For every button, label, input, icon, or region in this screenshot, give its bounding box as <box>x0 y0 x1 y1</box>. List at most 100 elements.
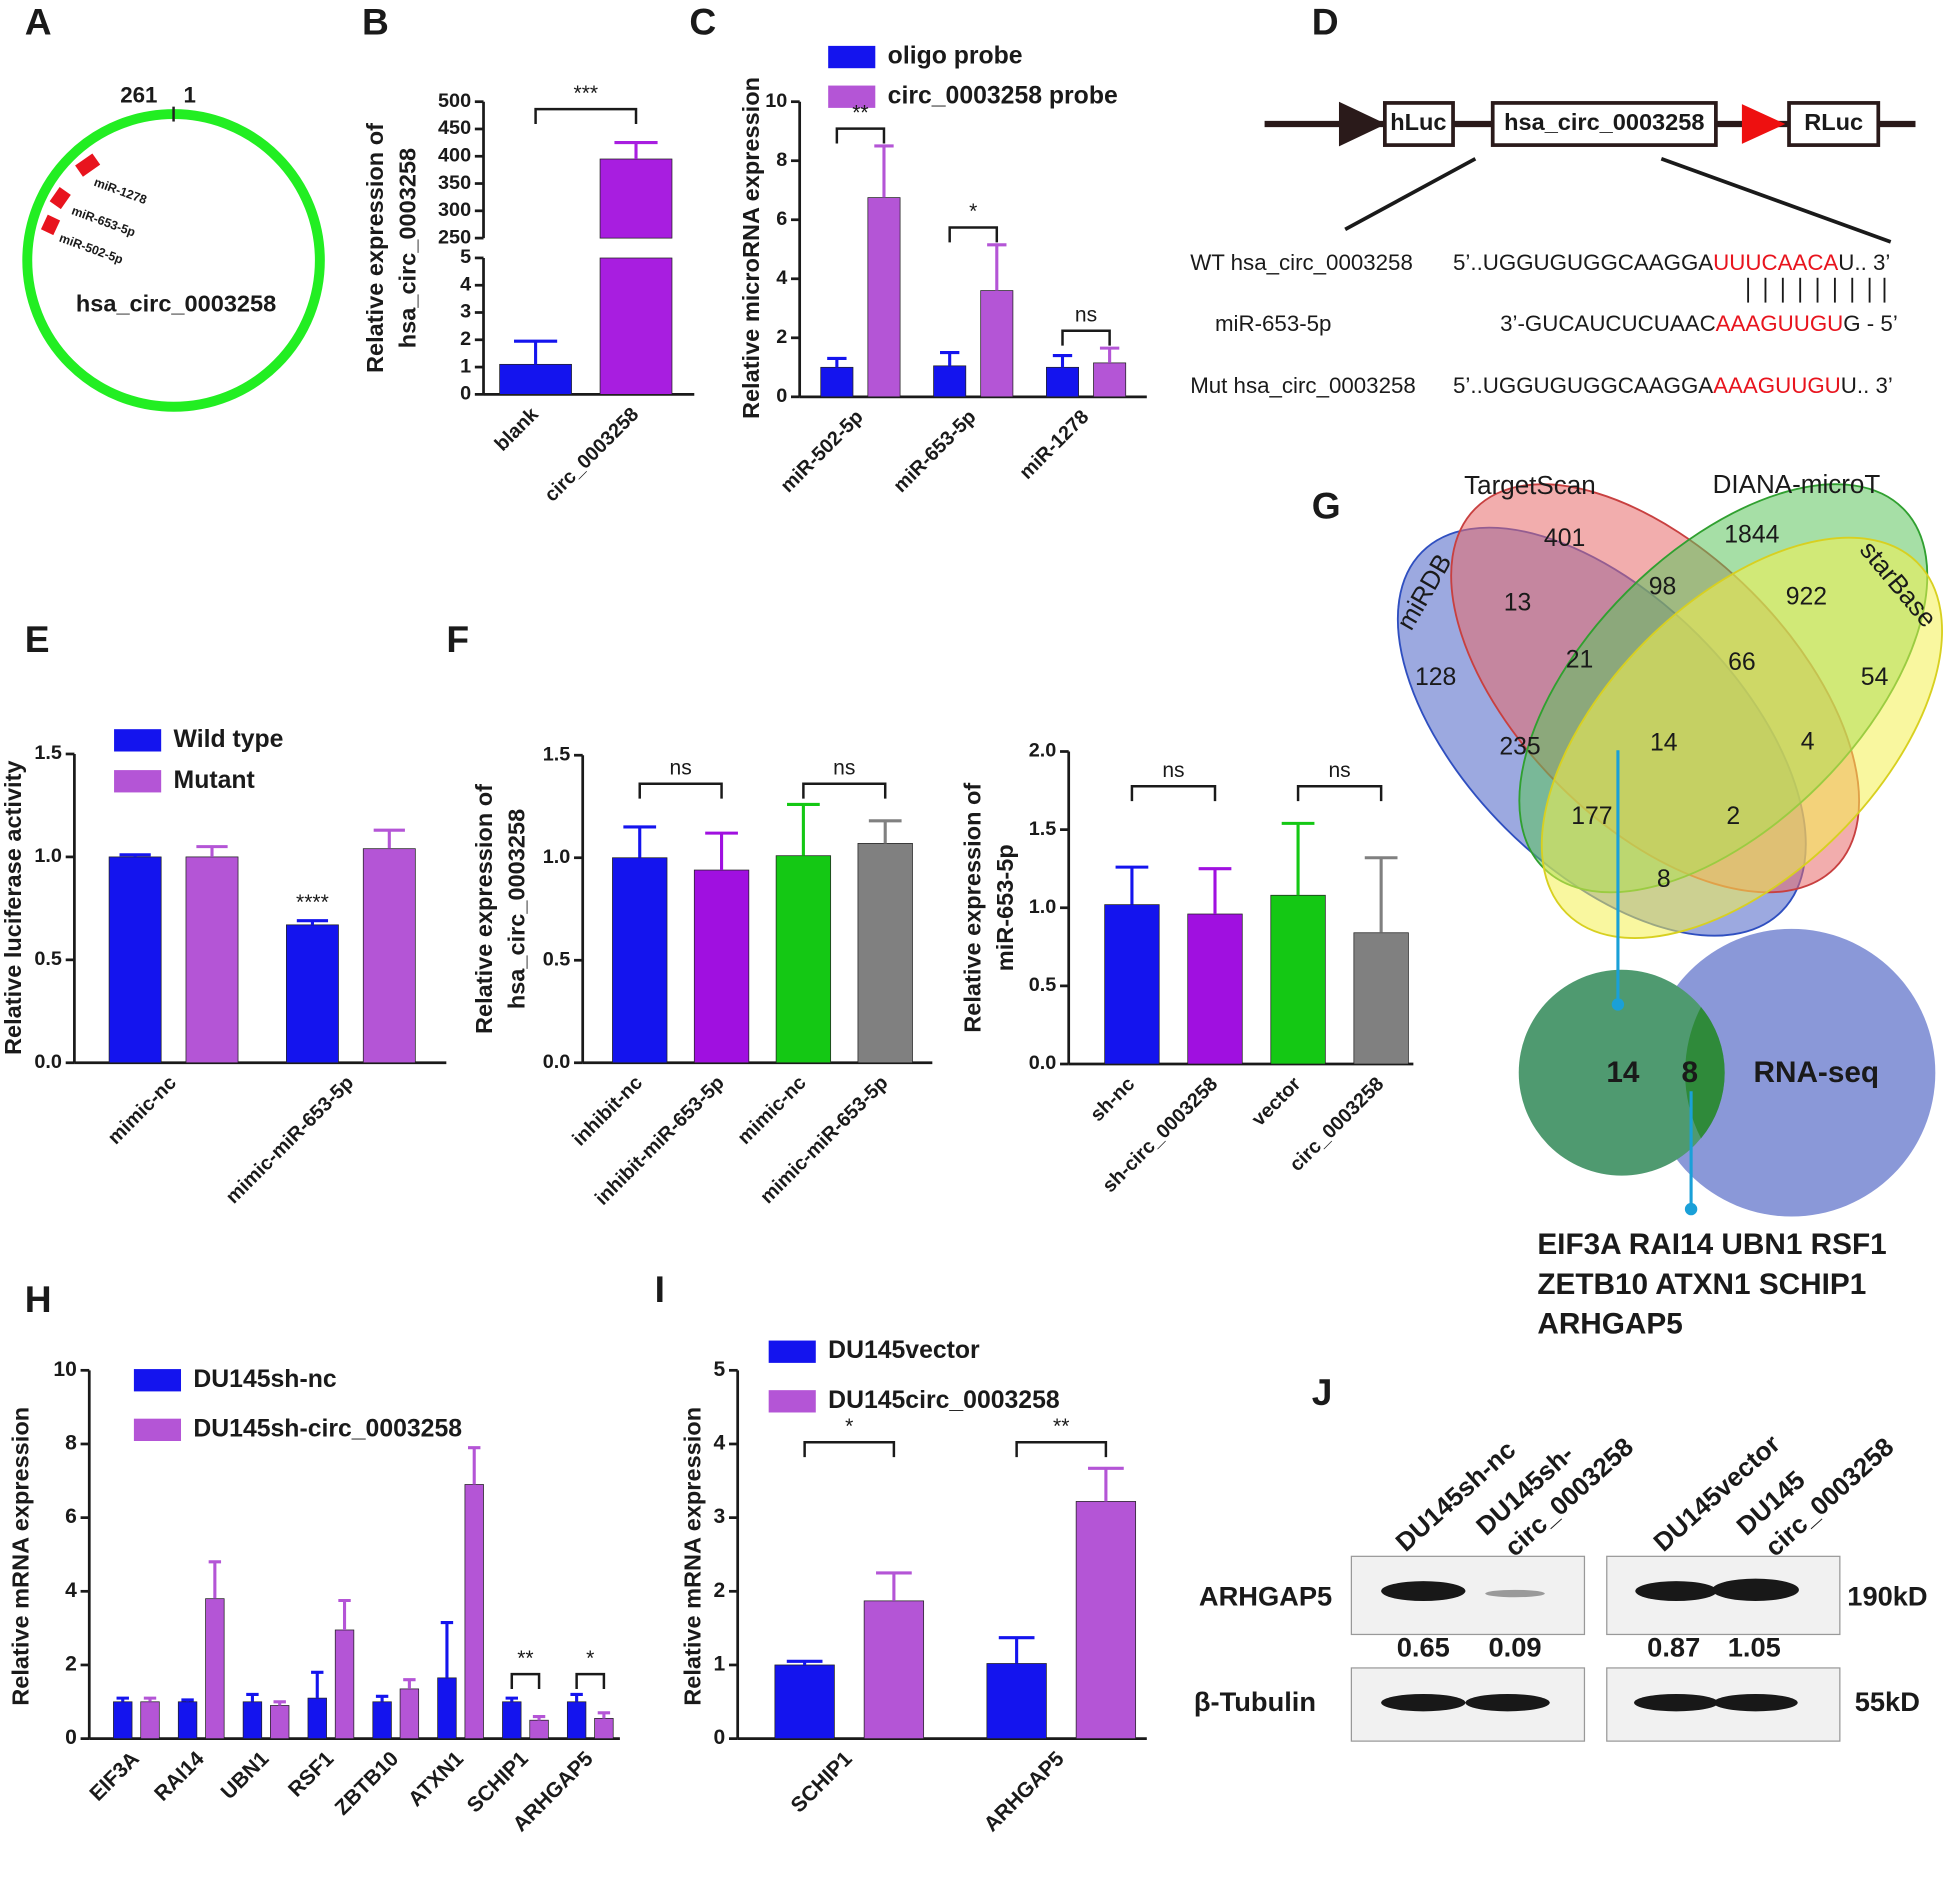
legend-label: DU145vector <box>828 1337 980 1364</box>
end-label: 1 <box>183 83 195 108</box>
y-tick-label: 0.5 <box>34 948 62 970</box>
x-tick-label: ZBTB10 <box>331 1747 404 1820</box>
bar <box>867 197 901 398</box>
panel-j: DU145sh-nc DU145sh- circ_0003258 DU145ve… <box>1194 1428 1928 1742</box>
y-axis-label: miR-653-5p <box>992 844 1018 971</box>
error-bar <box>940 351 960 366</box>
connector-dot <box>1684 1202 1698 1216</box>
bar <box>437 1677 457 1739</box>
region-count: 1844 <box>1724 521 1779 548</box>
error-bar <box>296 919 329 925</box>
legend-swatch <box>114 770 162 793</box>
band <box>1712 1578 1799 1601</box>
significance-label: ns <box>670 756 692 779</box>
significance-label: ns <box>1075 303 1097 326</box>
error-bar <box>998 1636 1035 1664</box>
bar <box>1187 913 1243 1065</box>
error-bar <box>1115 865 1149 905</box>
y-axis-label: Relative expression of <box>362 123 388 373</box>
y-tick-label: 4 <box>460 273 471 295</box>
band <box>1465 1693 1550 1712</box>
y-axis-label: Relative luciferase activity <box>0 760 26 1055</box>
bar <box>594 1717 614 1740</box>
error-bar <box>273 1700 286 1706</box>
significance-bracket <box>835 127 886 144</box>
panel-label: I <box>655 1268 665 1310</box>
y-tick-label: 10 <box>765 90 787 112</box>
sequence-name: miR-653-5p <box>1215 311 1331 336</box>
bar <box>980 290 1014 398</box>
site-label: miR-502-5p <box>57 231 125 267</box>
band <box>1485 1589 1545 1598</box>
bar <box>270 1705 290 1740</box>
bar <box>933 365 967 398</box>
mutated-site: AAAGUUGU <box>1713 373 1841 398</box>
legend-swatch <box>768 1340 816 1363</box>
y-tick-label: 0.0 <box>34 1051 62 1073</box>
panel-label: C <box>689 1 716 43</box>
error-bar <box>827 356 847 368</box>
sequence-name: Mut hsa_circ_0003258 <box>1190 373 1416 398</box>
bar <box>242 1701 263 1740</box>
error-bar <box>1052 353 1073 368</box>
x-tick-label: miR-502-5p <box>777 406 868 497</box>
significance-label: **** <box>296 891 329 914</box>
bar <box>986 1663 1047 1739</box>
region-count: 922 <box>1786 583 1827 610</box>
y-tick-label: 350 <box>438 172 471 194</box>
panel-label: E <box>25 618 50 660</box>
bar <box>775 855 832 1064</box>
y-tick-label: 0 <box>714 1726 726 1749</box>
band <box>1381 1693 1466 1712</box>
gene-box <box>1490 101 1718 147</box>
region-count: 66 <box>1728 649 1756 676</box>
legend-swatch <box>768 1390 816 1413</box>
y-tick-label: 2 <box>460 328 471 350</box>
sequence-part: 5’..UGGUGUGGCAAGGA <box>1453 373 1713 398</box>
error-bar <box>208 1560 222 1599</box>
gene-list: EIF3A RAI14 UBN1 RSF1 <box>1537 1228 1886 1261</box>
region-count: 4 <box>1801 728 1815 755</box>
region-count: 128 <box>1415 664 1456 691</box>
bar <box>113 1701 133 1740</box>
error-bar <box>868 819 902 844</box>
error-bar <box>532 1714 546 1721</box>
quantification: 0.09 <box>1488 1632 1541 1663</box>
sequence-part: G - 5’ <box>1843 311 1898 336</box>
set-label: DIANA-microT <box>1713 469 1881 499</box>
y-axis-label: Relative expression of <box>960 783 986 1033</box>
y-tick-label: 400 <box>438 144 471 166</box>
bar <box>1104 904 1160 1065</box>
x-tick-label: RAI14 <box>150 1747 209 1806</box>
bar <box>1046 366 1079 398</box>
y-tick-label: 1.5 <box>34 742 62 764</box>
error-bar <box>874 144 894 198</box>
significance-bracket <box>1130 784 1217 802</box>
y-tick-label: 2 <box>776 326 787 348</box>
significance-bracket <box>510 1672 541 1690</box>
legend-swatch <box>133 1369 182 1392</box>
significance-label: ns <box>1162 759 1184 782</box>
x-tick-label: mimic-nc <box>104 1072 181 1149</box>
region-count: 14 <box>1650 730 1678 757</box>
set-label: TargetScan <box>1464 470 1596 500</box>
significance-bracket <box>534 107 638 125</box>
y-tick-label: 1.0 <box>1029 896 1057 918</box>
venn-set <box>1518 969 1725 1176</box>
y-tick-label: 1.5 <box>543 743 571 765</box>
legend-label: DU145sh-circ_0003258 <box>193 1415 462 1442</box>
error-bar <box>196 845 228 857</box>
x-tick-label: ARHGAP5 <box>980 1747 1069 1836</box>
region-count: 54 <box>1861 664 1889 691</box>
y-axis-label: hsa_circ_0003258 <box>503 809 529 1009</box>
gene-list: ARHGAP5 <box>1537 1308 1682 1341</box>
error-bar <box>119 853 151 857</box>
significance-bracket <box>638 782 723 799</box>
y-tick-label: 300 <box>438 199 471 221</box>
bar <box>1270 894 1326 1065</box>
bar <box>185 856 239 1064</box>
seed: AAAGUUGU <box>1716 311 1844 336</box>
y-tick-label: 250 <box>438 226 471 248</box>
venn-set <box>1540 536 1943 939</box>
